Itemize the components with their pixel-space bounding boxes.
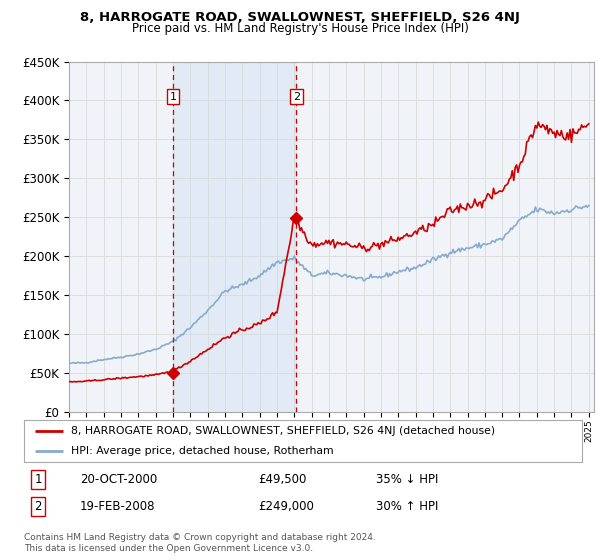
Bar (173, 62, 296, 412)
Text: Contains HM Land Registry data © Crown copyright and database right 2024.
This d: Contains HM Land Registry data © Crown c… (24, 533, 376, 553)
Text: £49,500: £49,500 (259, 473, 307, 486)
Text: 35% ↓ HPI: 35% ↓ HPI (376, 473, 438, 486)
Text: 1: 1 (169, 92, 176, 101)
Text: Price paid vs. HM Land Registry's House Price Index (HPI): Price paid vs. HM Land Registry's House … (131, 22, 469, 35)
Text: 30% ↑ HPI: 30% ↑ HPI (376, 500, 438, 513)
Text: £249,000: £249,000 (259, 500, 314, 513)
Text: 1: 1 (34, 473, 42, 486)
Text: 8, HARROGATE ROAD, SWALLOWNEST, SHEFFIELD, S26 4NJ: 8, HARROGATE ROAD, SWALLOWNEST, SHEFFIEL… (80, 11, 520, 24)
Text: 2: 2 (34, 500, 42, 513)
Text: HPI: Average price, detached house, Rotherham: HPI: Average price, detached house, Roth… (71, 446, 334, 456)
Text: 2: 2 (293, 92, 300, 101)
Text: 19-FEB-2008: 19-FEB-2008 (80, 500, 155, 513)
Text: 8, HARROGATE ROAD, SWALLOWNEST, SHEFFIELD, S26 4NJ (detached house): 8, HARROGATE ROAD, SWALLOWNEST, SHEFFIEL… (71, 426, 496, 436)
Text: 20-OCT-2000: 20-OCT-2000 (80, 473, 157, 486)
